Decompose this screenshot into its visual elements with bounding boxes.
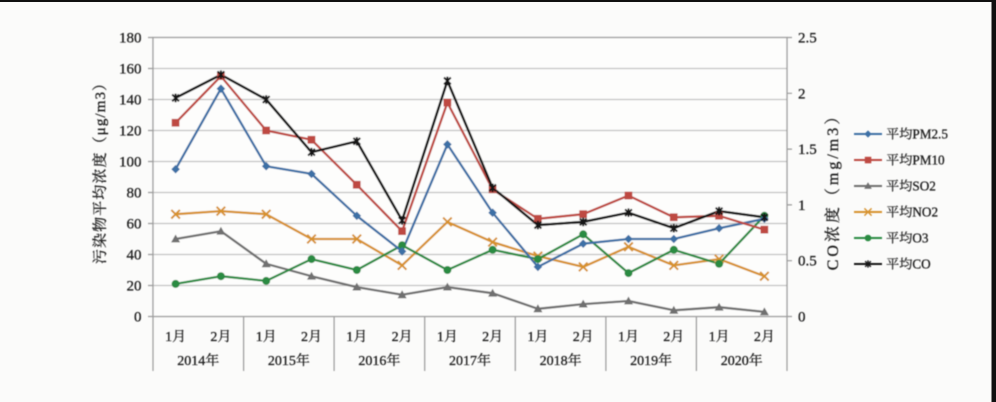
svg-text:SO2: SO2 [912,179,935,194]
svg-text:1: 1 [256,330,263,345]
svg-text:O3: O3 [912,231,929,246]
svg-text:2: 2 [482,330,489,345]
svg-text:1: 1 [346,330,353,345]
svg-text:100: 100 [119,155,142,171]
svg-text:1: 1 [437,330,444,345]
svg-text:NO2: NO2 [912,205,938,220]
svg-text:160: 160 [119,62,142,78]
svg-text:μg/m3: μg/m3 [93,91,109,135]
svg-text:180: 180 [119,31,142,47]
svg-text:2020: 2020 [721,354,749,369]
svg-text:2: 2 [798,86,806,102]
svg-text:PM2.5: PM2.5 [912,127,948,142]
svg-text:2019: 2019 [630,354,658,369]
svg-text:2017: 2017 [449,354,477,369]
svg-text:2: 2 [573,330,580,345]
svg-text:120: 120 [119,124,142,140]
svg-text:80: 80 [127,186,142,202]
svg-text:2: 2 [754,330,761,345]
svg-text:20: 20 [127,279,142,295]
svg-text:mg/m3: mg/m3 [825,125,842,185]
svg-text:2015: 2015 [268,354,296,369]
svg-text:2: 2 [301,330,308,345]
svg-text:140: 140 [119,93,142,109]
svg-text:2: 2 [392,330,399,345]
svg-text:CO: CO [912,257,930,272]
svg-text:2.5: 2.5 [798,31,817,47]
svg-text:1: 1 [165,330,172,345]
svg-text:0: 0 [798,310,806,326]
svg-text:2018: 2018 [540,354,568,369]
svg-text:60: 60 [127,217,142,233]
svg-text:2: 2 [663,330,670,345]
svg-text:40: 40 [127,248,142,264]
svg-text:PM10: PM10 [912,153,945,168]
svg-text:1: 1 [527,330,534,345]
svg-text:2016: 2016 [358,354,386,369]
svg-text:1.5: 1.5 [798,142,817,158]
svg-text:1: 1 [709,330,716,345]
svg-text:1: 1 [618,330,625,345]
svg-text:2014: 2014 [177,354,205,369]
svg-text:2: 2 [210,330,217,345]
svg-text:0: 0 [134,310,142,326]
svg-text:CO: CO [825,242,842,270]
svg-text:0.5: 0.5 [798,254,817,270]
svg-text:1: 1 [798,198,806,214]
